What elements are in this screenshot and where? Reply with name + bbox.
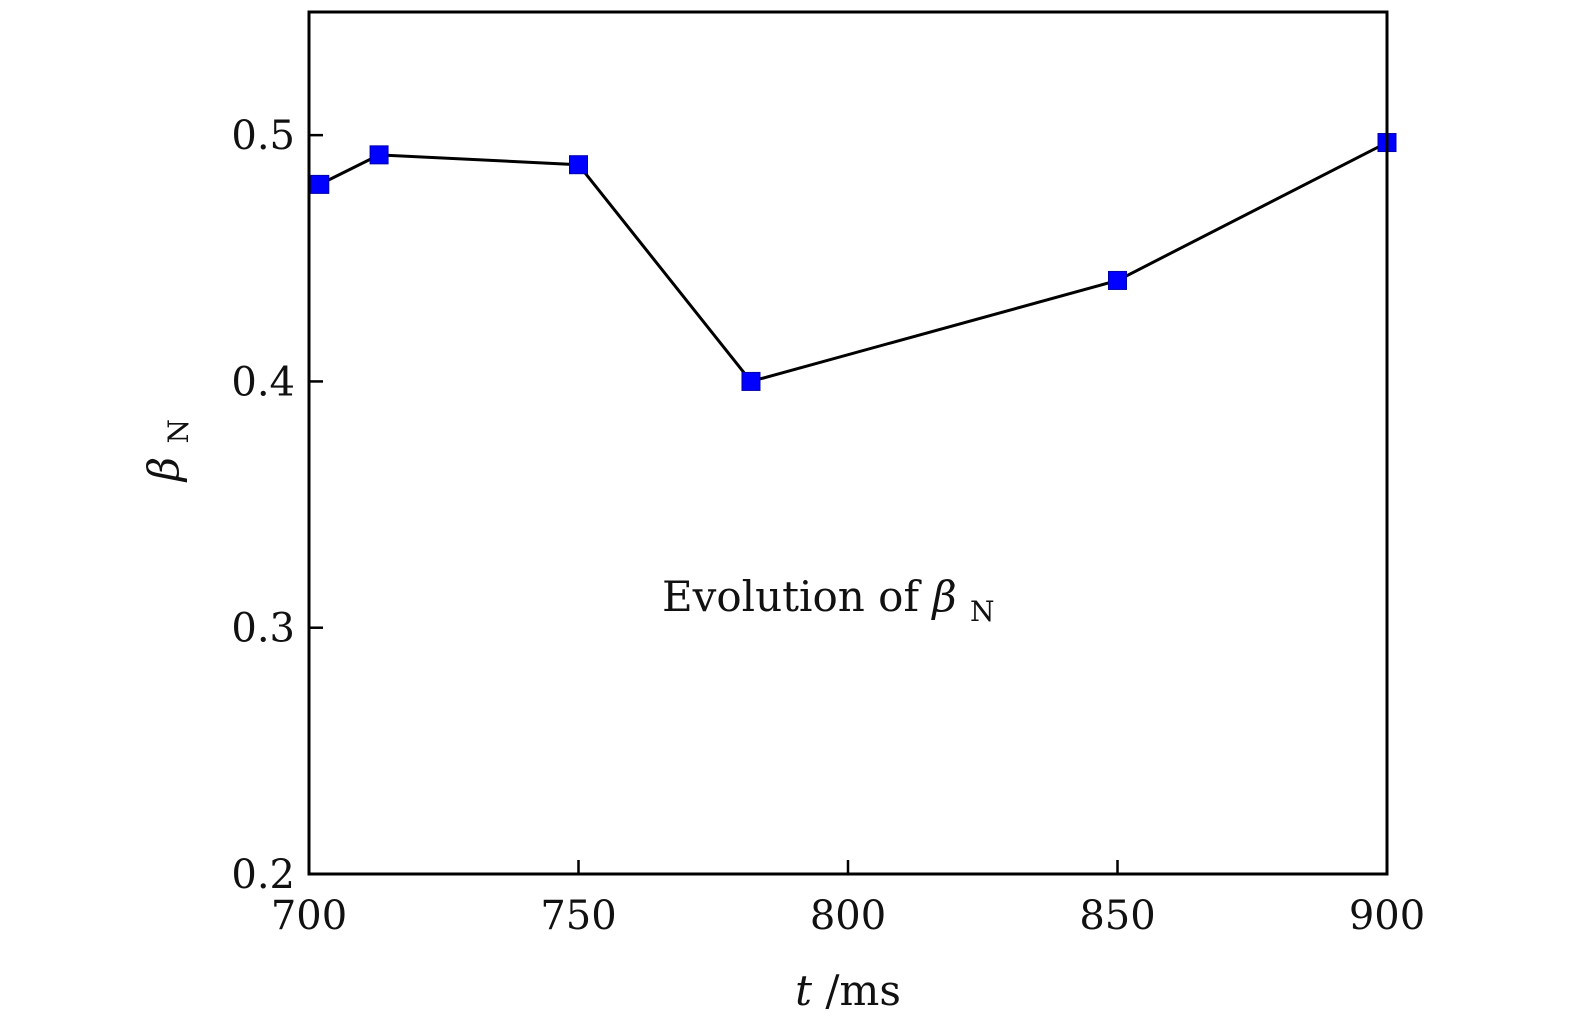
annotation-subscript: N (970, 595, 995, 628)
x-tick-label: 900 (1349, 893, 1425, 939)
annotation-symbol: β (930, 572, 956, 621)
x-axis-unit: /ms (825, 966, 901, 1015)
annotation-text: Evolution of (662, 572, 932, 621)
x-tick-label: 750 (540, 893, 616, 939)
data-point-marker (310, 174, 330, 194)
y-tick-label: 0.3 (231, 606, 295, 652)
y-tick-label: 0.5 (231, 113, 295, 159)
data-point-marker (369, 145, 389, 165)
x-tick-label: 800 (810, 893, 886, 939)
y-tick-label: 0.2 (231, 852, 295, 898)
x-tick-label: 700 (271, 893, 347, 939)
x-tick-label: 850 (1079, 893, 1155, 939)
data-point-marker (741, 371, 761, 391)
x-axis-title: t /ms (795, 966, 901, 1015)
y-axis-subscript: N (162, 419, 195, 444)
y-axis-title: β N (139, 419, 195, 483)
series-line (319, 141, 1388, 384)
data-point-marker (569, 155, 588, 175)
chart-annotation: Evolution of β N (662, 572, 994, 628)
x-axis-variable: t (795, 966, 812, 1015)
plot-frame (307, 10, 1389, 876)
y-axis-symbol: β (139, 457, 188, 483)
y-tick-label: 0.4 (231, 359, 295, 405)
data-point-marker (1108, 270, 1127, 290)
